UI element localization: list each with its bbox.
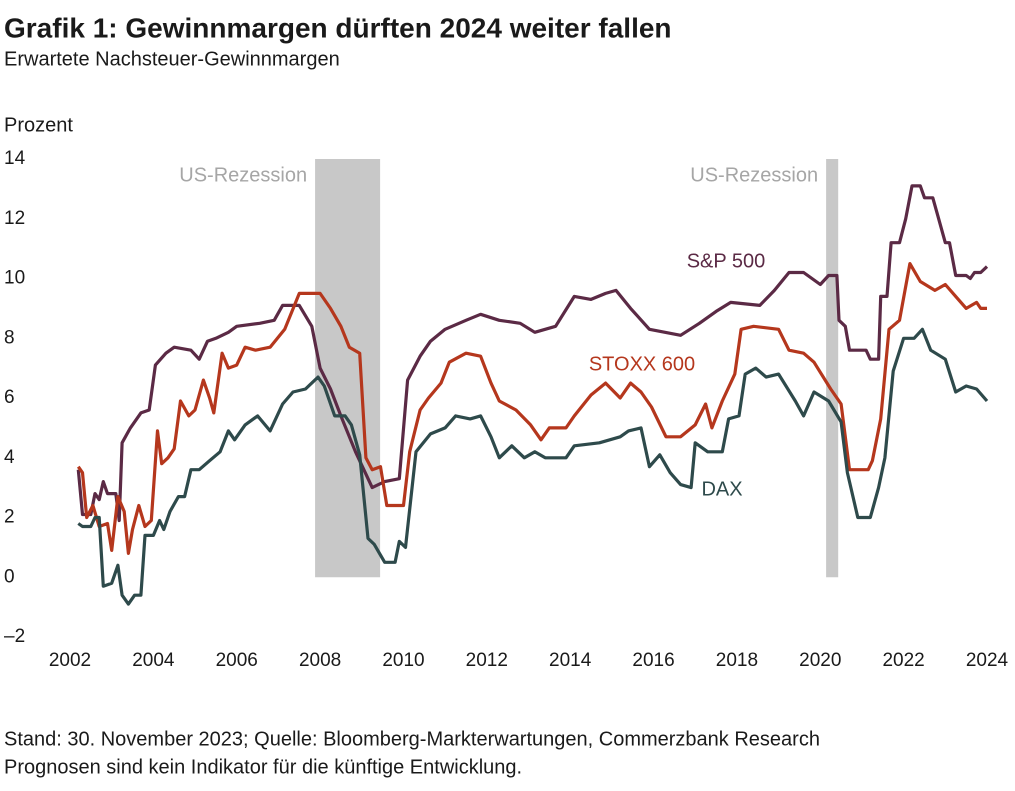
x-tick-label: 2016 [632, 650, 674, 671]
y-tick-label: 14 [4, 148, 26, 169]
x-tick-label: 2022 [882, 650, 924, 671]
chart-subtitle: Erwartete Nachsteuer-Gewinnmargen [4, 48, 340, 70]
y-tick-label: 6 [4, 387, 15, 408]
footnote: Stand: 30. November 2023; Quelle: Bloomb… [4, 728, 820, 750]
series-line [76, 262, 987, 555]
x-tick-label: 2010 [382, 650, 424, 671]
series-label: DAX [701, 478, 742, 500]
y-axis-label: Prozent [4, 114, 73, 136]
y-tick-label: 12 [4, 208, 25, 229]
series-line [77, 327, 989, 606]
series-label: STOXX 600 [589, 353, 695, 375]
x-tick-label: 2014 [549, 650, 592, 671]
footnote: Prognosen sind kein Indikator für die kü… [4, 756, 522, 778]
series-line [76, 184, 989, 523]
x-tick-label: 2018 [716, 650, 758, 671]
x-tick-label: 2004 [132, 650, 175, 671]
x-tick-label: 2024 [966, 650, 1009, 671]
y-tick-label: 10 [4, 268, 25, 289]
x-tick-label: 2012 [466, 650, 508, 671]
y-tick-label: 0 [4, 566, 15, 587]
x-tick-label: 2008 [299, 650, 341, 671]
recession-label: US-Rezession [179, 164, 307, 186]
y-tick-label: –2 [4, 626, 25, 647]
chart-title: Grafik 1: Gewinnmargen dürften 2024 weit… [4, 12, 672, 43]
y-tick-label: 4 [4, 447, 15, 468]
x-tick-label: 2002 [49, 650, 91, 671]
x-tick-label: 2020 [799, 650, 841, 671]
recession-label: US-Rezession [690, 164, 818, 186]
recession-band [826, 159, 839, 578]
x-tick-label: 2006 [216, 650, 258, 671]
recession-band [315, 159, 381, 578]
y-tick-label: 8 [4, 327, 15, 348]
y-tick-label: 2 [4, 507, 15, 528]
series-label: S&P 500 [687, 250, 766, 272]
